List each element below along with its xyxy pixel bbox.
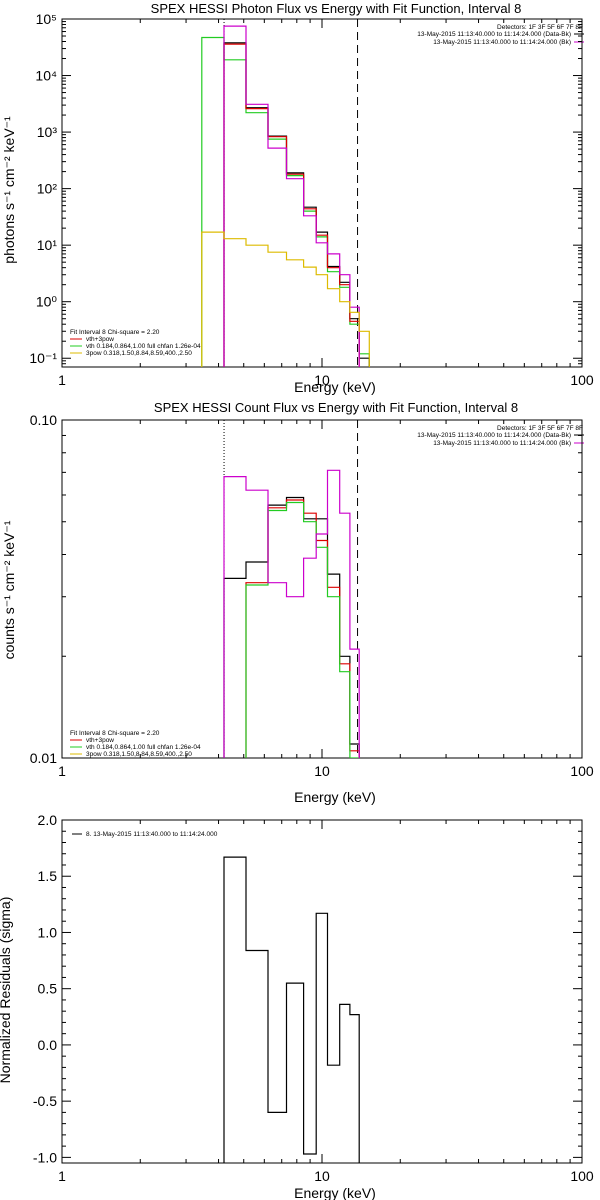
series-line [245, 499, 360, 758]
fit-legend-title: Fit Interval 8 Chi-square = 2.20 [70, 730, 160, 737]
y-tick-label: 10⁻¹ [29, 350, 57, 366]
panel-title: SPEX HESSI Photon Flux vs Energy with Fi… [151, 1, 522, 16]
x-tick-label: 10 [314, 763, 330, 779]
plot-frame [61, 18, 583, 368]
count-flux-panel: SPEX HESSI Count Flux vs Energy with Fit… [1, 400, 594, 805]
y-axis-label: counts s⁻¹ cm⁻² keV⁻¹ [1, 520, 17, 659]
y-tick-label: 0.5 [38, 981, 58, 997]
y-tick-label: 0.0 [38, 1037, 58, 1053]
y-axis-label: photons s⁻¹ cm⁻² keV⁻¹ [1, 116, 17, 264]
x-axis-label: Energy (keV) [294, 1185, 376, 1200]
series-line [223, 469, 360, 758]
fit-entry-vth: vth 0.184,0.864,1.00 full chfan 1.26e-04 [86, 744, 201, 751]
x-axis-label: Energy (keV) [294, 789, 376, 805]
x-tick-label: 10 [314, 1168, 330, 1184]
y-tick-label: 2.0 [38, 812, 58, 828]
y-axis-label: Normalized Residuals (sigma) [0, 897, 13, 1084]
y-tick-label: 0.10 [30, 412, 57, 428]
photon-flux-panel: SPEX HESSI Photon Flux vs Energy with Fi… [1, 1, 594, 395]
fit-entry-vth: vth 0.184,0.864,1.00 full chfan 1.26e-04 [86, 343, 201, 350]
x-tick-label: 100 [570, 763, 594, 779]
y-tick-label: 10⁴ [35, 68, 57, 84]
y-tick-label: 10⁵ [36, 11, 57, 27]
legend-entry-bk: 13-May-2015 11:13:40.000 to 11:14:24.000… [433, 39, 571, 46]
series-line [223, 496, 360, 758]
fit-entry-vth-3pow: vth+3pow [86, 336, 114, 343]
fit-entry-3pow: 3pow 0.318,1.50,8.84,8.59,400.,2.50 [86, 350, 192, 357]
legend-detectors: Detectors: 1F 3F 5F 6F 7F 8F [497, 425, 583, 432]
fit-entry-vth-3pow: vth+3pow [86, 737, 114, 744]
y-tick-label: 10³ [37, 124, 58, 140]
y-tick-label: 10¹ [37, 237, 58, 253]
plot-frame [61, 419, 583, 759]
legend-detectors: Detectors: 1F 3F 5F 6F 7F 8F [497, 24, 583, 31]
x-tick-label: 1 [58, 763, 66, 779]
legend-entry-bk: 13-May-2015 11:13:40.000 to 11:14:24.000… [433, 440, 571, 447]
fit-entry-3pow: 3pow 0.318,1.50,8.84,8.59,400.,2.50 [86, 751, 192, 758]
x-tick-label: 100 [570, 372, 594, 388]
y-tick-label: 1.0 [38, 924, 58, 940]
legend-entry-data-bk: 13-May-2015 11:13:40.000 to 11:14:24.000… [417, 432, 571, 439]
x-tick-label: 100 [570, 1168, 594, 1184]
series-line [223, 25, 360, 367]
y-tick-label: 1.5 [38, 868, 58, 884]
series-line [245, 501, 360, 758]
y-tick-label: -0.5 [33, 1093, 57, 1109]
panel-title: SPEX HESSI Count Flux vs Energy with Fit… [154, 400, 518, 415]
series-line [223, 43, 360, 367]
x-tick-label: 10 [314, 372, 330, 388]
y-tick-label: 10² [37, 181, 58, 197]
series-line [201, 36, 370, 367]
fit-legend-title: Fit Interval 8 Chi-square = 2.20 [70, 329, 160, 336]
series-line [201, 231, 370, 367]
legend-entry-data-bk: 13-May-2015 11:13:40.000 to 11:14:24.000… [417, 31, 571, 38]
x-tick-label: 1 [58, 1168, 66, 1184]
y-tick-label: 10⁰ [36, 294, 58, 310]
plot-frame [61, 819, 583, 1164]
series-line [223, 856, 360, 1163]
y-tick-label: -1.0 [33, 1149, 57, 1165]
residuals-panel: Energy (keV) Normalized Residuals (sigma… [0, 812, 594, 1200]
x-tick-label: 1 [58, 372, 66, 388]
x-axis-label: Energy (keV) [294, 379, 376, 395]
legend-entry: 8. 13-May-2015 11:13:40.000 to 11:14:24.… [86, 831, 218, 838]
y-tick-label: 0.01 [30, 750, 57, 766]
